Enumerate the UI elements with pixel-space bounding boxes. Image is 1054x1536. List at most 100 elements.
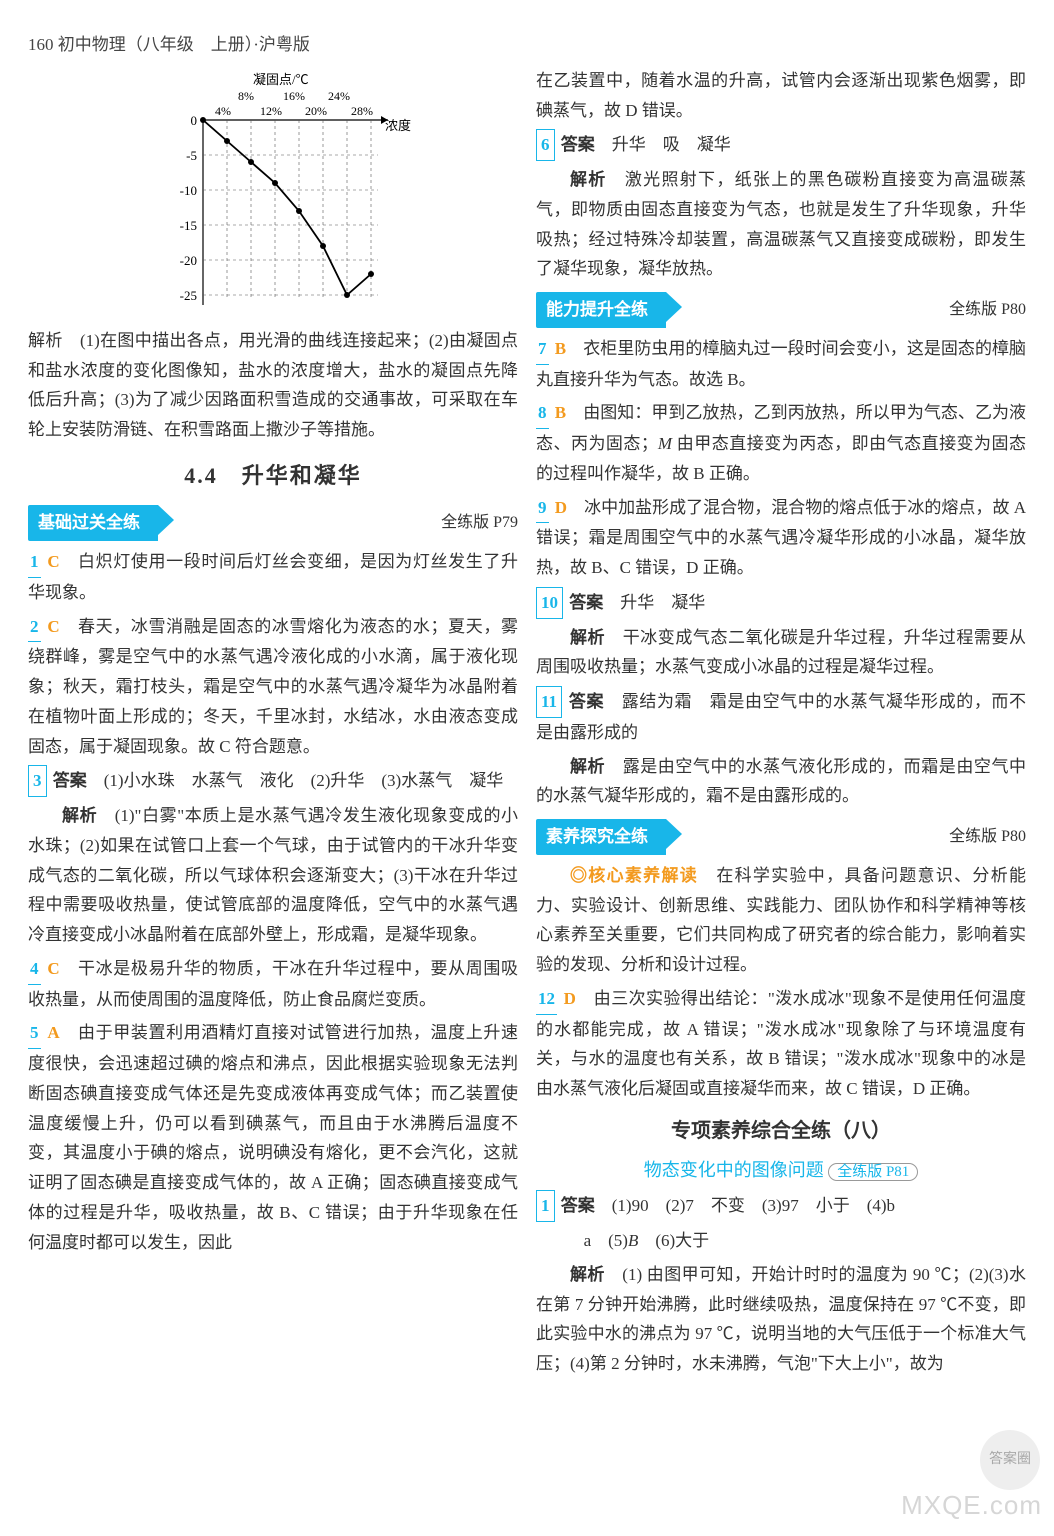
svg-text:-5: -5 xyxy=(186,148,197,163)
svg-text:24%: 24% xyxy=(328,89,350,103)
q12-text: 由三次实验得出结论："泼水成冰"现象不是使用任何温度的水都能完成，故 A 错误；… xyxy=(536,989,1026,1098)
sq1-ans2-b: B xyxy=(628,1231,638,1250)
q10-expl-text: 干冰变成气态二氧化碳是升华过程，升华过程需要从周围吸收热量；水蒸气变成小冰晶的过… xyxy=(536,628,1026,677)
page-header-text: 初中物理（八年级 上册）·沪粤版 xyxy=(58,35,310,54)
q9-text: 冰中加盐形成了混合物，混合物的熔点低于冰的熔点，故 A 错误；霜是周围空气中的水… xyxy=(536,498,1026,578)
svg-text:-10: -10 xyxy=(180,183,197,198)
special-ref: 全练版 P81 xyxy=(828,1163,918,1181)
special-subtitle-text: 物态变化中的图像问题 xyxy=(644,1160,824,1180)
basic-tab-row: 基础过关全练 全练版 P79 xyxy=(28,505,518,541)
sq1-expl: 解析 (1) 由图甲可知，开始计时时的温度为 90 ℃；(2)(3)水在第 7 … xyxy=(536,1260,1026,1379)
sq1-expl-label: 解析 xyxy=(570,1265,605,1284)
q11-num: 11 xyxy=(536,686,562,718)
q5-text: 由于甲装置利用酒精灯直接对试管进行加热，温度上升速度很快，会迅速超过碘的熔点和沸… xyxy=(28,1023,518,1251)
q2: 2 C 春天，冰雪消融是固态的冰雪熔化为液态的水；夏天，雾绕群峰，雾是空气中的水… xyxy=(28,612,518,762)
page-number: 160 xyxy=(28,35,54,54)
q9-ans: D xyxy=(555,498,567,517)
q6-ans-label: 答案 xyxy=(561,135,595,154)
q3: 3 答案 (1)小水珠 水蒸气 液化 (2)升华 (3)水蒸气 凝华 xyxy=(28,765,518,797)
basic-tab: 基础过关全练 xyxy=(28,505,158,541)
q3-num: 3 xyxy=(28,765,47,797)
chart-analysis: 解析 (1)在图中描出各点，用光滑的曲线连接起来；(2)由凝固点和盐水浓度的变化… xyxy=(28,326,518,445)
q6-ans: 升华 吸 凝华 xyxy=(612,135,731,154)
q7: 7 B 衣柜里防虫用的樟脑丸过一段时间会变小，这是固态的樟脑丸直接升华为气态。故… xyxy=(536,334,1026,395)
svg-text:0: 0 xyxy=(191,113,198,128)
core-label: ◎核心素养解读 xyxy=(570,866,698,885)
q1-text: 白炽灯使用一段时间后灯丝会变细，是因为灯丝发生了升华现象。 xyxy=(28,552,518,602)
chart-x-title: 浓度 xyxy=(385,118,411,133)
q11-ans: 露结为霜 霜是由空气中的水蒸气凝华形成的，而不是由露形成的 xyxy=(536,692,1026,742)
q2-text: 春天，冰雪消融是固态的冰雪熔化为液态的水；夏天，雾绕群峰，雾是空气中的水蒸气遇冷… xyxy=(28,617,518,756)
q11-expl-label: 解析 xyxy=(570,757,605,776)
q8: 8 B 由图知：甲到乙放热，乙到丙放热，所以甲为气态、乙为液态、丙为固态；M 由… xyxy=(536,398,1026,488)
q6-num: 6 xyxy=(536,129,555,161)
q11-expl: 解析 露是由空气中的水蒸气液化形成的，而霜是由空气中的水蒸气凝华形成的，霜不是由… xyxy=(536,752,1026,812)
q12: 12 D 由三次实验得出结论："泼水成冰"现象不是使用任何温度的水都能完成，故 … xyxy=(536,984,1026,1104)
q4: 4 C 干冰是极易升华的物质，干冰在升华过程中，要从周围吸收热量，从而使周围的温… xyxy=(28,954,518,1015)
watermark-text: MXQE.com xyxy=(901,1483,1042,1529)
q10-ans: 升华 凝华 xyxy=(620,593,705,612)
q8-ans: B xyxy=(555,403,566,422)
sq1-ans2-post: (6)大于 xyxy=(638,1231,709,1250)
q6-expl: 解析 激光照射下，纸张上的黑色碳粉直接变为高温碳蒸气，即物质由固态直接变为气态，… xyxy=(536,165,1026,284)
q7-ans: B xyxy=(555,339,566,358)
svg-text:4%: 4% xyxy=(215,104,231,118)
svg-text:-25: -25 xyxy=(180,288,197,303)
q10-ans-label: 答案 xyxy=(569,593,603,612)
columns: 凝固点/℃ 8% 16% 24% 4% 12% 20% 28% xyxy=(28,66,1026,1383)
ability-tab: 能力提升全练 xyxy=(536,292,666,328)
q11: 11 答案 露结为霜 霜是由空气中的水蒸气凝华形成的，而不是由露形成的 xyxy=(536,686,1026,748)
q5-num: 5 xyxy=(28,1018,41,1049)
q12-num: 12 xyxy=(536,984,557,1015)
q12-ans: D xyxy=(564,989,576,1008)
q10: 10 答案 升华 凝华 xyxy=(536,587,1026,619)
svg-text:-20: -20 xyxy=(180,253,197,268)
ability-tab-row: 能力提升全练 全练版 P80 xyxy=(536,292,1026,328)
q1: 1 C 白炽灯使用一段时间后灯丝会变细，是因为灯丝发生了升华现象。 xyxy=(28,547,518,608)
q10-num: 10 xyxy=(536,587,563,619)
explore-ref: 全练版 P80 xyxy=(949,823,1026,851)
q3-expl: 解析 (1)"白雾"本质上是水蒸气遇冷发生液化现象变成的小水珠；(2)如果在试管… xyxy=(28,801,518,950)
q10-expl-label: 解析 xyxy=(570,628,605,647)
q1-ans: C xyxy=(47,552,59,571)
freezing-point-chart: 凝固点/℃ 8% 16% 24% 4% 12% 20% 28% xyxy=(133,70,413,320)
svg-text:8%: 8% xyxy=(238,89,254,103)
q7-num: 7 xyxy=(536,334,549,365)
q3-ans-label: 答案 xyxy=(53,771,87,790)
ability-ref: 全练版 P80 xyxy=(949,296,1026,324)
q10-expl: 解析 干冰变成气态二氧化碳是升华过程，升华过程需要从周围吸收热量；水蒸气变成小冰… xyxy=(536,623,1026,683)
sq1-ans-label: 答案 xyxy=(561,1196,595,1215)
q9: 9 D 冰中加盐形成了混合物，混合物的熔点低于冰的熔点，故 A 错误；霜是周围空… xyxy=(536,493,1026,583)
svg-text:16%: 16% xyxy=(283,89,305,103)
q6: 6 答案 升华 吸 凝华 xyxy=(536,129,1026,161)
sq1-ans2: a (5)B (6)大于 xyxy=(536,1226,1026,1256)
q3-expl-text: (1)"白雾"本质上是水蒸气遇冷发生液化现象变成的小水珠；(2)如果在试管口上套… xyxy=(28,806,518,944)
q11-expl-text: 露是由空气中的水蒸气液化形成的，而霜是由空气中的水蒸气凝华形成的，霜不是由露形成… xyxy=(536,757,1026,806)
section-4-4-title: 4.4 升华和凝华 xyxy=(28,457,518,496)
special-subtitle: 物态变化中的图像问题 全练版 P81 xyxy=(536,1155,1026,1187)
q9-num: 9 xyxy=(536,493,549,524)
q5-cont: 在乙装置中，随着水温的升高，试管内会逐渐出现紫色烟雾，即碘蒸气，故 D 错误。 xyxy=(536,66,1026,126)
right-column: 在乙装置中，随着水温的升高，试管内会逐渐出现紫色烟雾，即碘蒸气，故 D 错误。 … xyxy=(536,66,1026,1383)
page-header: 160 初中物理（八年级 上册）·沪粤版 xyxy=(28,30,1026,60)
svg-text:-15: -15 xyxy=(180,218,197,233)
explore-tab: 素养探究全练 xyxy=(536,819,666,855)
sq1-expl-text: (1) 由图甲可知，开始计时时的温度为 90 ℃；(2)(3)水在第 7 分钟开… xyxy=(536,1265,1026,1373)
q8-var-m: M xyxy=(658,434,672,453)
core-competency: ◎核心素养解读 在科学实验中，具备问题意识、分析能力、实验设计、创新思维、实践能… xyxy=(536,861,1026,980)
chart-y-title: 凝固点/℃ xyxy=(253,72,309,87)
svg-text:12%: 12% xyxy=(260,104,282,118)
sq1-ans2-pre: a (5) xyxy=(584,1231,628,1250)
svg-text:20%: 20% xyxy=(305,104,327,118)
sq1-ans1: (1)90 (2)7 不变 (3)97 小于 (4)b xyxy=(612,1196,895,1215)
watermark-badge: 答案圈 xyxy=(980,1430,1040,1490)
q6-expl-label: 解析 xyxy=(570,170,607,189)
q7-text: 衣柜里防虫用的樟脑丸过一段时间会变小，这是固态的樟脑丸直接升华为气态。故选 B。 xyxy=(536,339,1026,389)
q4-num: 4 xyxy=(28,954,41,985)
page: 160 初中物理（八年级 上册）·沪粤版 凝固点/℃ 8% 16% 24% 4%… xyxy=(0,0,1054,1403)
q1-num: 1 xyxy=(28,547,41,578)
q2-num: 2 xyxy=(28,612,41,643)
q3-ans: (1)小水珠 水蒸气 液化 (2)升华 (3)水蒸气 凝华 xyxy=(104,771,503,790)
sq1: 1 答案 (1)90 (2)7 不变 (3)97 小于 (4)b xyxy=(536,1190,1026,1222)
svg-text:28%: 28% xyxy=(351,104,373,118)
